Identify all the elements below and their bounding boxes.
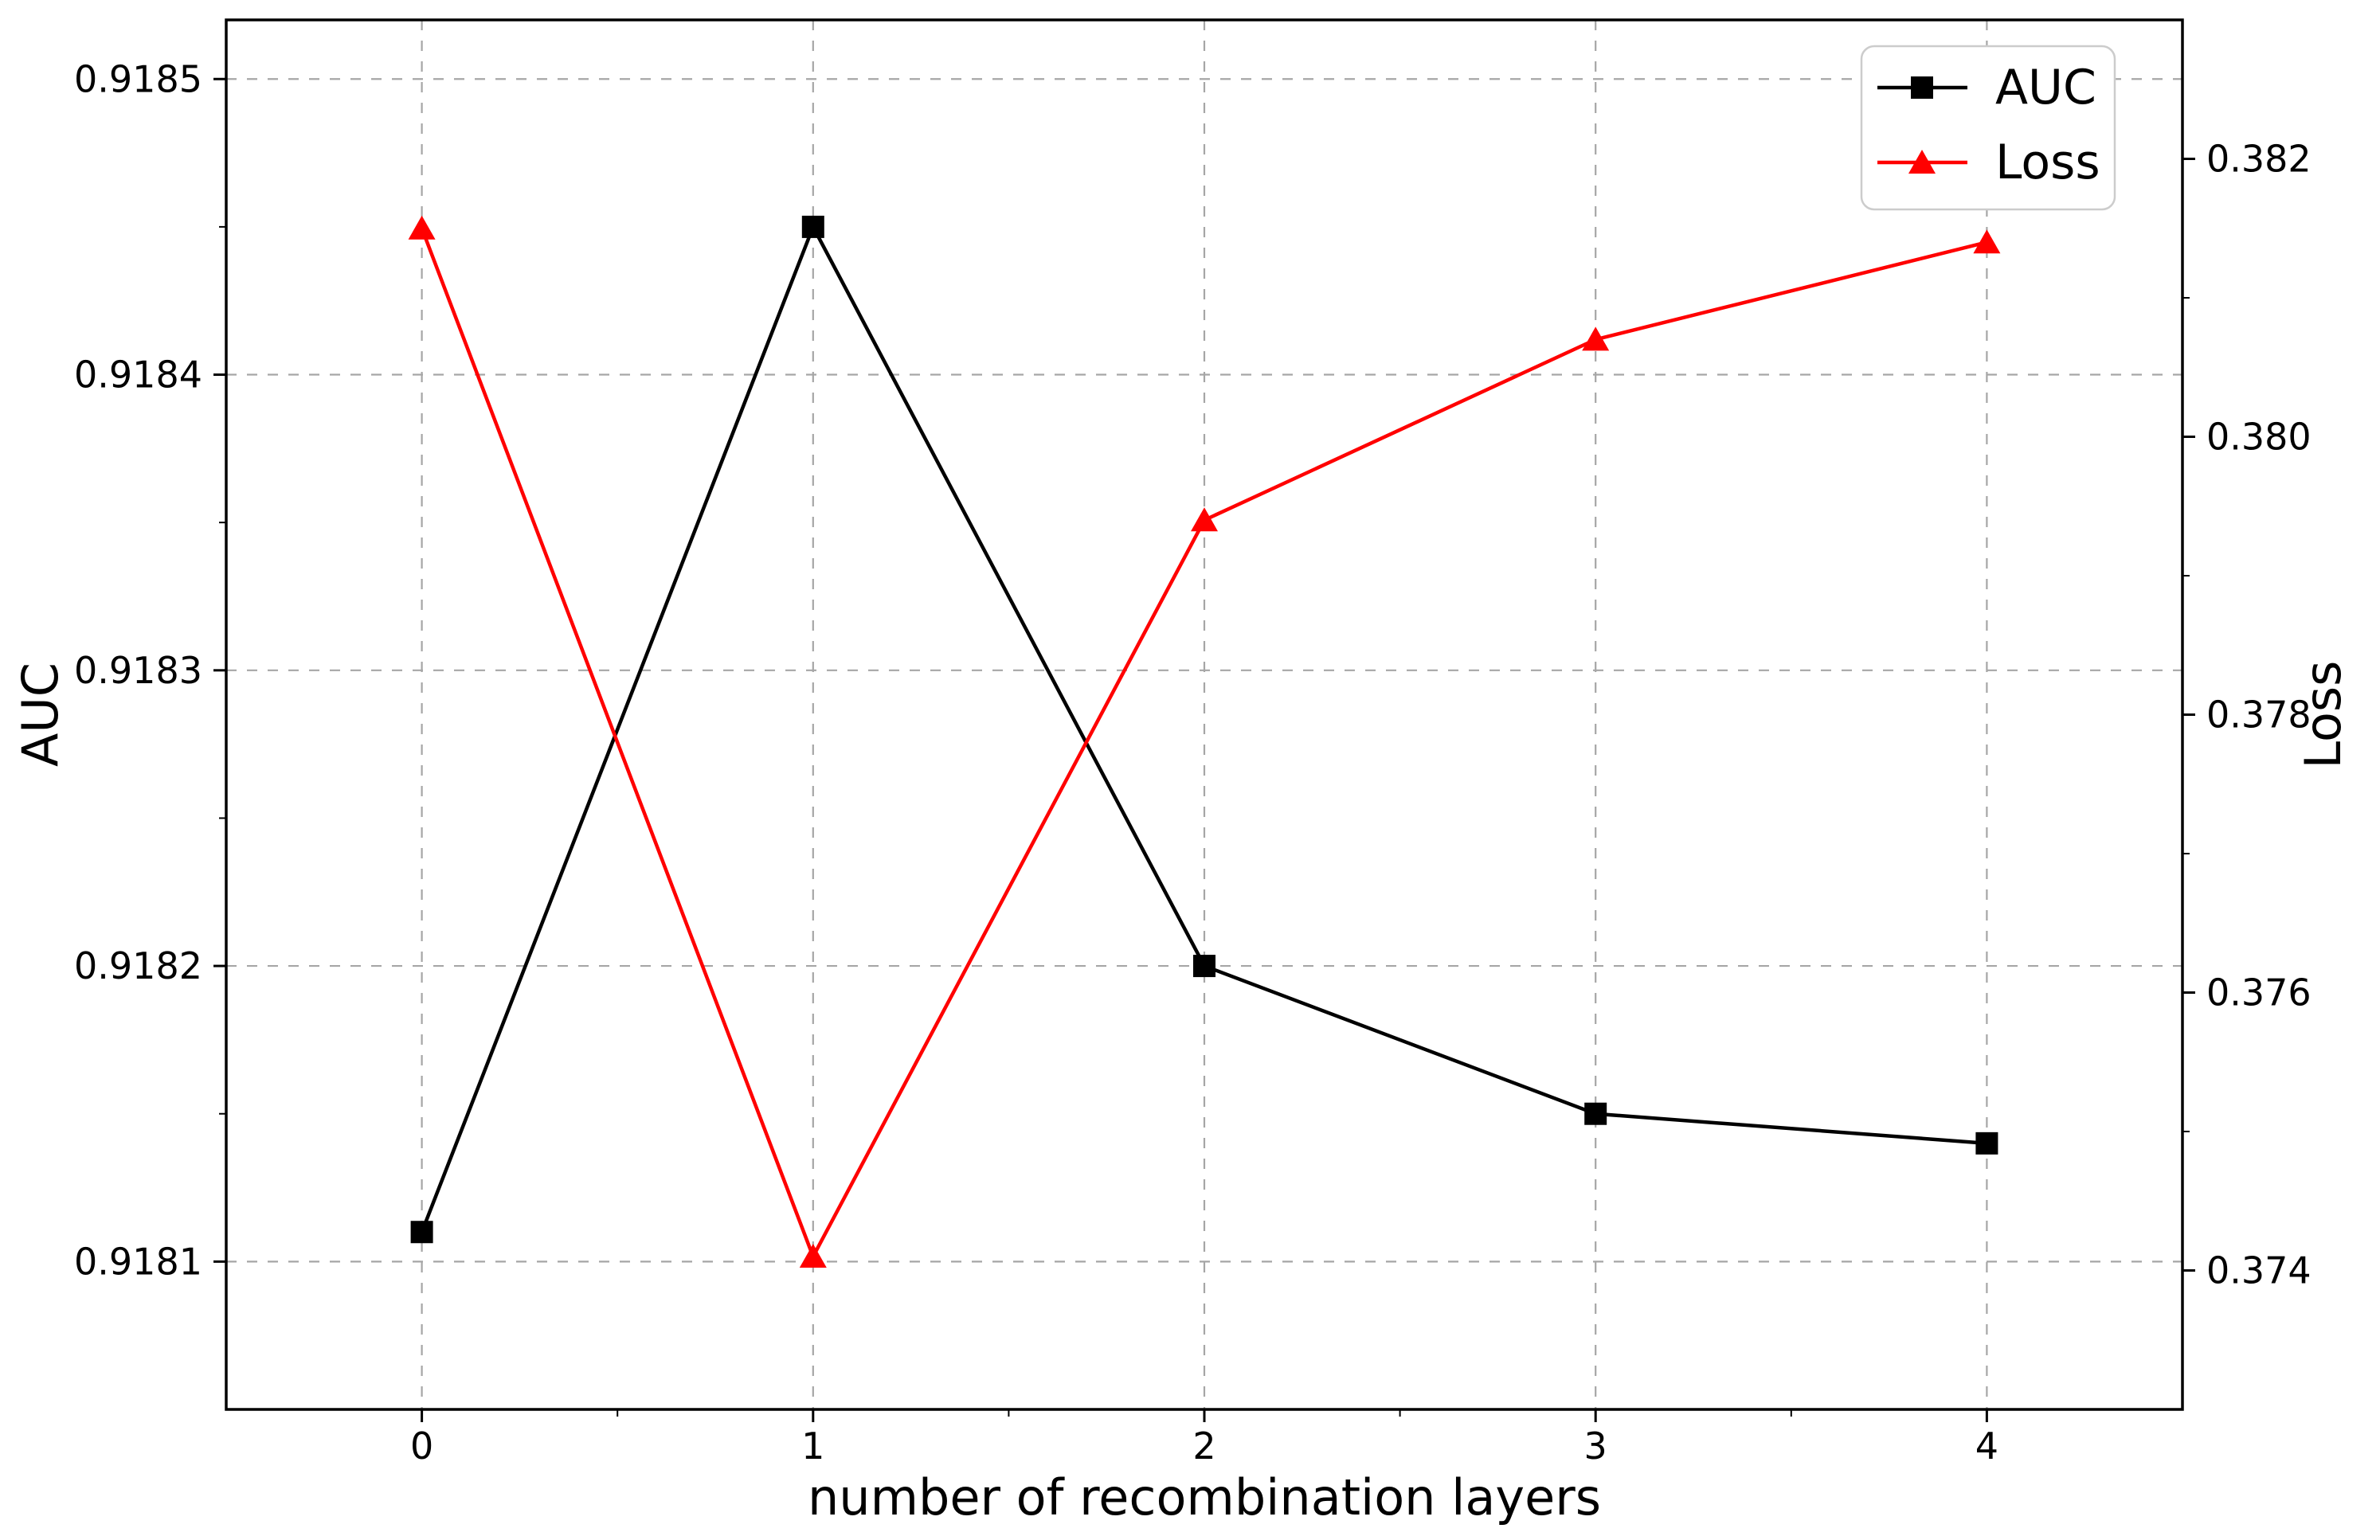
gridlines: [226, 20, 2182, 1409]
left-axis-tick-label: 0.9184: [74, 354, 202, 397]
legend-item: AUC: [1877, 60, 2096, 115]
legend: AUC Loss: [1860, 45, 2116, 211]
left-axis-tick-label: 0.9181: [74, 1240, 202, 1283]
auc-marker: [410, 1221, 433, 1244]
legend-label: Loss: [1995, 135, 2100, 190]
loss-marker: [408, 215, 436, 240]
plot-border: [225, 18, 2184, 1411]
x-axis-tick-label: 2: [1192, 1425, 1215, 1468]
auc-marker: [801, 215, 824, 238]
loss-marker: [1582, 326, 1610, 351]
series-auc: [410, 215, 1998, 1244]
loss-marker: [1191, 507, 1218, 532]
legend-auc-marker: [1911, 76, 1933, 99]
right-axis-tick-label: 0.376: [2206, 971, 2311, 1014]
series-loss: [408, 215, 2001, 1268]
right-axis-tick-label: 0.374: [2206, 1249, 2311, 1292]
auc-marker: [1975, 1132, 1998, 1155]
legend-label: AUC: [1995, 60, 2096, 115]
x-axis-tick-label: 1: [801, 1425, 824, 1468]
x-axis-tick-label: 0: [410, 1425, 433, 1468]
auc-marker: [1193, 955, 1215, 978]
left-axis-tick-label: 0.9182: [74, 944, 202, 987]
x-axis-tick-label: 4: [1975, 1425, 1998, 1468]
left-axis-tick-label: 0.9185: [74, 57, 202, 100]
loss-marker: [799, 1244, 827, 1268]
legend-item: Loss: [1877, 135, 2100, 190]
legend-loss-marker: [1908, 150, 1936, 174]
tick-labels: 0.9181 0.9182 0.9183 0.9184 0.9185 0.374 0.376…: [74, 57, 2311, 1468]
left-y-axis-label: AUC: [11, 663, 69, 767]
right-axis-tick-label: 0.382: [2206, 138, 2311, 181]
x-axis-tick-label: 3: [1584, 1425, 1607, 1468]
auc-marker: [1584, 1102, 1607, 1125]
right-axis-tick-label: 0.380: [2206, 416, 2311, 459]
x-axis-label: number of recombination layers: [808, 1468, 1601, 1526]
left-axis-tick-label: 0.9183: [74, 649, 202, 692]
right-axis-tick-label: 0.378: [2206, 694, 2311, 737]
right-y-axis-label: Loss: [2294, 661, 2352, 769]
loss-marker: [1973, 229, 2001, 254]
